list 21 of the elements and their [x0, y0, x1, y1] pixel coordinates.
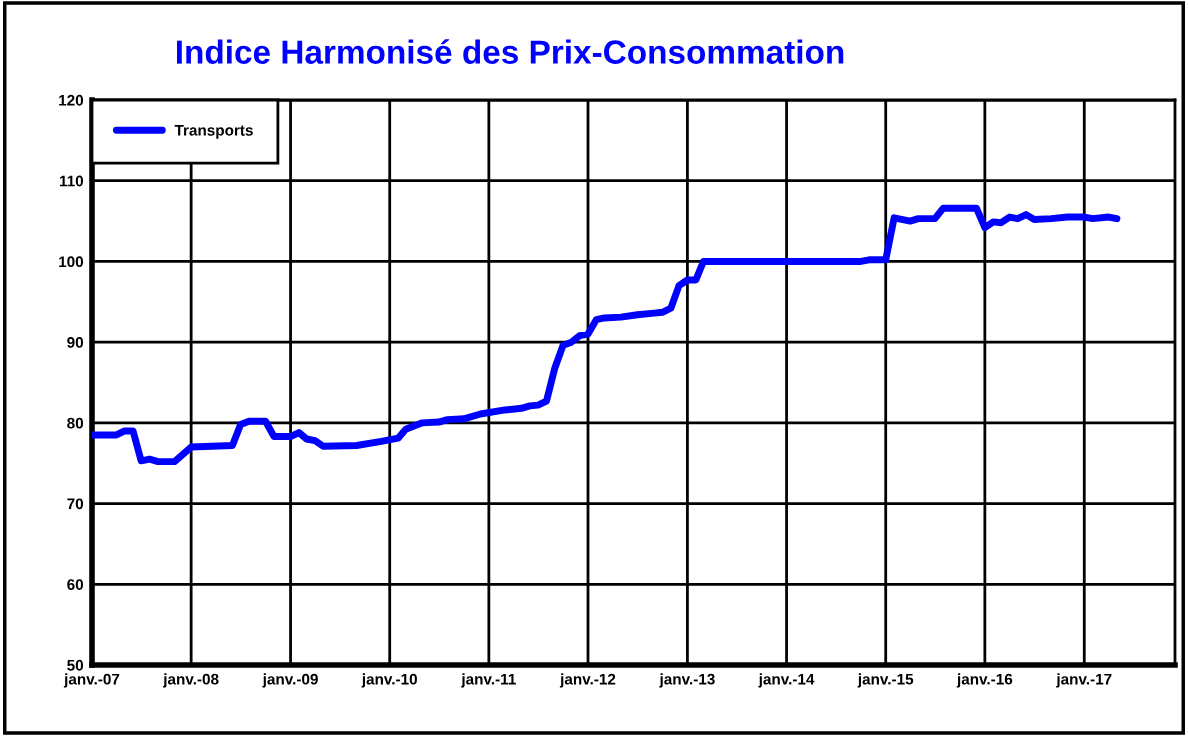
- x-tick-label: janv.-09: [262, 673, 318, 688]
- x-tick-label: janv.-15: [857, 673, 914, 688]
- legend-label: Transports: [174, 125, 253, 139]
- x-tick-label: janv.-07: [63, 673, 120, 688]
- x-tick-label: janv.-16: [956, 673, 1013, 688]
- y-tick-label: 100: [59, 256, 84, 268]
- chart-title: Indice Harmonisé des Prix-Consommation: [176, 39, 844, 64]
- x-tick-label: janv.-10: [361, 673, 417, 688]
- y-tick-label: 60: [67, 579, 84, 590]
- x-tick-label: janv.-12: [559, 673, 616, 688]
- y-tick-label: 80: [67, 417, 84, 429]
- x-tick-label: janv.-14: [758, 673, 815, 688]
- y-tick-label: 50: [67, 659, 84, 671]
- y-tick-label: 110: [59, 175, 84, 187]
- x-tick-label: janv.-11: [461, 673, 516, 688]
- y-tick-label: 120: [59, 94, 84, 106]
- y-tick-label: 70: [67, 498, 84, 510]
- x-tick-label: janv.-13: [659, 673, 715, 688]
- x-tick-label: janv.-08: [163, 673, 219, 688]
- x-tick-label: janv.-17: [1056, 673, 1112, 688]
- y-tick-label: 90: [67, 337, 84, 348]
